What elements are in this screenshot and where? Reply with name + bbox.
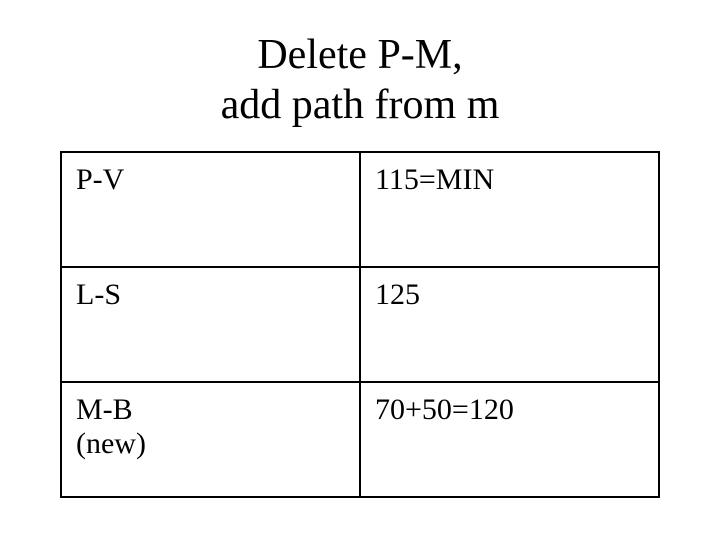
title-line-1: Delete P-M,: [60, 30, 660, 80]
cell-value: 70+50=120: [360, 382, 659, 497]
table-row: M-B (new) 70+50=120: [61, 382, 659, 497]
table-row: L-S 125: [61, 267, 659, 382]
cell-label: M-B (new): [61, 382, 360, 497]
cell-label: L-S: [61, 267, 360, 382]
path-table: P-V 115=MIN L-S 125 M-B (new) 70+50=120: [60, 151, 660, 498]
cell-label: P-V: [61, 152, 360, 267]
cell-value: 125: [360, 267, 659, 382]
page-title: Delete P-M, add path from m: [60, 30, 660, 131]
table-row: P-V 115=MIN: [61, 152, 659, 267]
cell-value: 115=MIN: [360, 152, 659, 267]
title-line-2: add path from m: [60, 80, 660, 130]
